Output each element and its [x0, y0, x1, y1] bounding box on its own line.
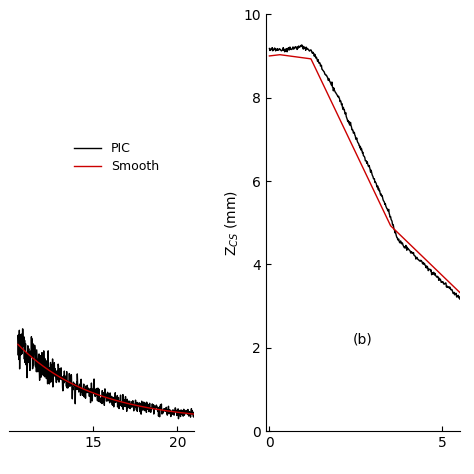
- PIC: [191, 414, 197, 419]
- PIC: [20, 326, 26, 332]
- Text: (b): (b): [353, 333, 373, 346]
- Smooth: [60, 376, 66, 382]
- Smooth: [191, 411, 197, 417]
- Line: Smooth: Smooth: [18, 344, 194, 414]
- Smooth: [15, 341, 21, 347]
- Y-axis label: Z$_{CS}$ (mm): Z$_{CS}$ (mm): [223, 190, 241, 256]
- Smooth: [119, 399, 125, 405]
- Smooth: [46, 367, 52, 373]
- PIC: [95, 385, 100, 391]
- PIC: [119, 404, 125, 410]
- PIC: [176, 416, 182, 421]
- PIC: [133, 404, 139, 410]
- Smooth: [133, 402, 138, 408]
- PIC: [61, 375, 66, 381]
- Smooth: [95, 392, 100, 397]
- PIC: [15, 352, 21, 357]
- Line: PIC: PIC: [18, 329, 194, 419]
- PIC: [148, 410, 154, 415]
- Legend: PIC, Smooth: PIC, Smooth: [69, 137, 164, 178]
- Smooth: [148, 405, 154, 411]
- PIC: [46, 381, 52, 387]
